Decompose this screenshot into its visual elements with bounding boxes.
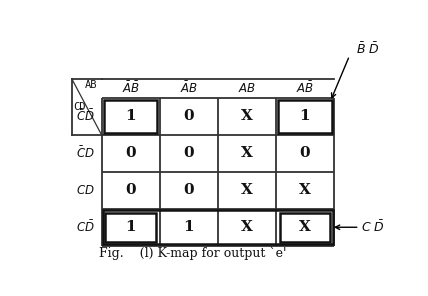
Text: AB: AB <box>84 80 97 90</box>
Text: 1: 1 <box>125 220 136 234</box>
Text: 0: 0 <box>300 146 310 160</box>
Text: $\bar{C}D$: $\bar{C}D$ <box>76 146 95 161</box>
Text: 0: 0 <box>125 183 136 197</box>
Bar <box>280 213 330 242</box>
Text: X: X <box>241 109 253 123</box>
Text: $C\ \bar{D}$: $C\ \bar{D}$ <box>361 220 385 235</box>
Text: 1: 1 <box>300 109 310 123</box>
Text: 0: 0 <box>125 146 136 160</box>
Text: $\bar{B}\ \bar{D}$: $\bar{B}\ \bar{D}$ <box>356 42 379 57</box>
Text: $CD$: $CD$ <box>76 184 95 197</box>
Bar <box>103 210 333 244</box>
Text: X: X <box>299 183 311 197</box>
Bar <box>105 213 156 242</box>
Text: $\bar{C}\bar{D}$: $\bar{C}\bar{D}$ <box>76 109 95 124</box>
Text: $A\bar{B}$: $A\bar{B}$ <box>296 81 314 96</box>
Text: 1: 1 <box>184 220 194 234</box>
Bar <box>278 100 332 133</box>
Text: $\bar{A}B$: $\bar{A}B$ <box>180 81 198 96</box>
Text: 0: 0 <box>184 183 194 197</box>
Text: CD: CD <box>74 102 86 112</box>
Text: 0: 0 <box>184 109 194 123</box>
Text: Fig.    (l) K-map for output `e': Fig. (l) K-map for output `e' <box>99 247 287 260</box>
Text: 1: 1 <box>125 109 136 123</box>
Text: X: X <box>299 220 311 234</box>
Text: $AB$: $AB$ <box>238 82 256 95</box>
Text: $C\bar{D}$: $C\bar{D}$ <box>76 220 95 235</box>
Text: $\bar{A}\bar{B}$: $\bar{A}\bar{B}$ <box>122 81 140 96</box>
Bar <box>104 100 158 133</box>
Text: X: X <box>241 220 253 234</box>
Text: X: X <box>241 146 253 160</box>
Text: X: X <box>241 183 253 197</box>
Text: 0: 0 <box>184 146 194 160</box>
